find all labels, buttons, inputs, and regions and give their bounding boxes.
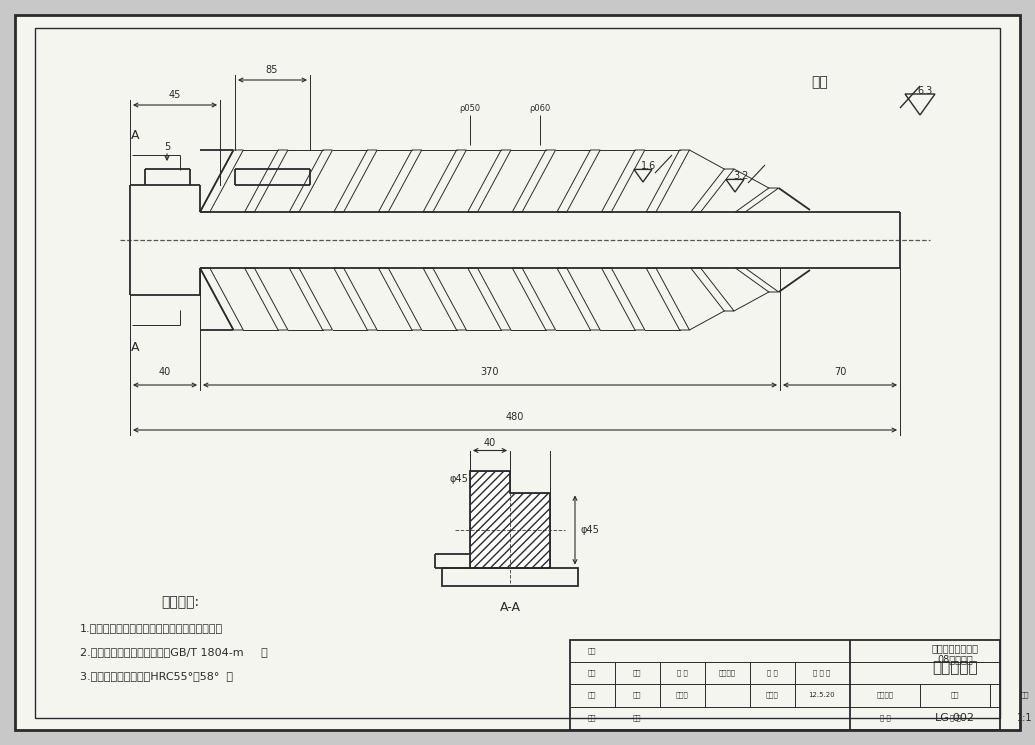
Text: 12.5.20: 12.5.20 xyxy=(808,692,835,698)
Text: 6.3: 6.3 xyxy=(917,86,933,96)
Text: ρ050: ρ050 xyxy=(460,104,480,112)
Text: 标准化: 标准化 xyxy=(766,691,778,698)
Bar xyxy=(570,640,1000,730)
Text: 审核: 审核 xyxy=(588,647,596,654)
Text: 3.氮化处理，表面硬度HRC55°～58°  。: 3.氮化处理，表面硬度HRC55°～58° 。 xyxy=(80,671,233,681)
Text: LG-002: LG-002 xyxy=(935,713,975,723)
Text: 分 区: 分 区 xyxy=(677,670,687,676)
Text: 08机械三班: 08机械三班 xyxy=(937,654,973,664)
Text: 1.6: 1.6 xyxy=(642,162,656,171)
Text: A-A: A-A xyxy=(500,601,521,614)
Text: ρ060: ρ060 xyxy=(529,104,551,112)
Text: 成型机螺杆: 成型机螺杆 xyxy=(933,661,978,676)
Text: 标准化: 标准化 xyxy=(676,691,688,698)
Text: 其余: 其余 xyxy=(811,75,828,89)
Text: 2.未注公差尺寸的按极限偏差GB/T 1804-m     。: 2.未注公差尺寸的按极限偏差GB/T 1804-m 。 xyxy=(80,647,268,657)
Text: 技术要求:: 技术要求: xyxy=(160,595,199,609)
Text: 480: 480 xyxy=(506,412,524,422)
Text: 3.2: 3.2 xyxy=(733,171,748,181)
Text: 370: 370 xyxy=(480,367,499,377)
Text: 重量: 重量 xyxy=(951,691,959,698)
Text: 批准: 批准 xyxy=(632,714,642,721)
Text: φ45: φ45 xyxy=(580,525,599,535)
Text: 第 张: 第 张 xyxy=(950,714,960,721)
Text: 湘潭大学兴湘学院: 湘潭大学兴湘学院 xyxy=(932,643,978,653)
Text: 标记: 标记 xyxy=(588,670,596,676)
Text: 70: 70 xyxy=(834,367,847,377)
Text: 1.制件表面不允许有锐边、锈迹、污垢等缺陷。: 1.制件表面不允许有锐边、锈迹、污垢等缺陷。 xyxy=(80,623,224,633)
Text: 处数: 处数 xyxy=(632,670,642,676)
Text: 85: 85 xyxy=(266,65,278,75)
Text: 比例: 比例 xyxy=(1021,691,1029,698)
Text: 5: 5 xyxy=(164,142,170,152)
Text: 45: 45 xyxy=(169,90,181,100)
Polygon shape xyxy=(470,471,550,568)
Text: 阶段标记: 阶段标记 xyxy=(877,691,893,698)
Text: 40: 40 xyxy=(484,437,496,448)
Text: A: A xyxy=(130,128,140,142)
Text: 设计: 设计 xyxy=(588,691,596,698)
Text: 制图: 制图 xyxy=(632,691,642,698)
Bar xyxy=(442,568,578,586)
Text: φ45: φ45 xyxy=(449,474,468,484)
Text: 1:1: 1:1 xyxy=(1017,713,1033,723)
Text: 更改文件: 更改文件 xyxy=(718,670,736,676)
Text: 40: 40 xyxy=(159,367,171,377)
Text: 工艺: 工艺 xyxy=(588,714,596,721)
Text: 签 名: 签 名 xyxy=(767,670,777,676)
Text: 年 月 日: 年 月 日 xyxy=(814,670,831,676)
Text: 共 张: 共 张 xyxy=(880,714,890,721)
Text: A: A xyxy=(130,340,140,353)
